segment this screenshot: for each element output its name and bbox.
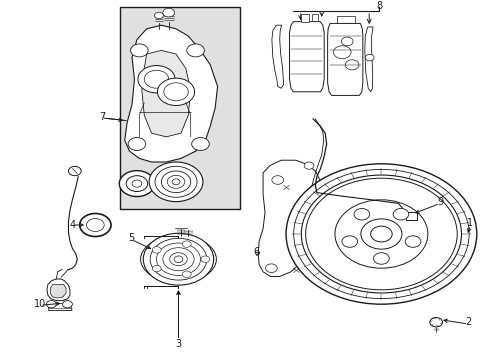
Circle shape xyxy=(62,301,72,308)
Text: 5: 5 xyxy=(128,233,134,243)
Bar xyxy=(405,212,416,220)
Circle shape xyxy=(271,176,283,184)
Polygon shape xyxy=(327,23,362,95)
Circle shape xyxy=(365,54,373,61)
Ellipse shape xyxy=(141,236,216,283)
Circle shape xyxy=(68,166,81,176)
Circle shape xyxy=(392,208,408,220)
Bar xyxy=(311,14,317,21)
Text: 8: 8 xyxy=(375,1,381,12)
Circle shape xyxy=(301,175,461,293)
Circle shape xyxy=(360,219,401,249)
Circle shape xyxy=(345,60,358,70)
Circle shape xyxy=(143,233,213,285)
Polygon shape xyxy=(289,22,324,92)
Circle shape xyxy=(182,241,191,247)
Text: 7: 7 xyxy=(100,112,105,122)
Circle shape xyxy=(333,46,350,59)
Circle shape xyxy=(163,248,194,271)
Circle shape xyxy=(305,178,456,290)
Circle shape xyxy=(289,167,472,301)
Circle shape xyxy=(341,37,352,46)
Circle shape xyxy=(334,200,427,268)
Circle shape xyxy=(429,318,442,327)
Circle shape xyxy=(152,247,161,253)
Circle shape xyxy=(167,175,184,188)
Circle shape xyxy=(169,253,187,266)
Circle shape xyxy=(174,256,183,262)
Circle shape xyxy=(126,176,147,192)
Text: 10: 10 xyxy=(34,299,46,309)
Circle shape xyxy=(341,236,357,247)
Circle shape xyxy=(191,138,209,150)
Circle shape xyxy=(144,70,168,88)
Circle shape xyxy=(154,12,163,19)
Circle shape xyxy=(163,83,188,101)
Text: 1: 1 xyxy=(467,218,472,228)
Circle shape xyxy=(46,301,56,308)
Circle shape xyxy=(150,238,206,280)
Circle shape xyxy=(86,219,104,231)
Circle shape xyxy=(172,179,180,185)
Circle shape xyxy=(132,180,142,187)
Circle shape xyxy=(119,171,154,197)
Circle shape xyxy=(157,78,194,105)
Circle shape xyxy=(201,256,209,262)
Circle shape xyxy=(149,162,203,202)
Polygon shape xyxy=(271,25,283,88)
Circle shape xyxy=(130,44,148,57)
Polygon shape xyxy=(124,25,217,162)
Circle shape xyxy=(304,162,313,169)
Circle shape xyxy=(128,138,145,150)
Bar xyxy=(301,14,308,22)
Text: 6: 6 xyxy=(253,247,259,257)
Circle shape xyxy=(405,236,420,247)
Polygon shape xyxy=(364,27,372,92)
Circle shape xyxy=(80,213,111,237)
Circle shape xyxy=(186,44,204,57)
Circle shape xyxy=(370,226,391,242)
Circle shape xyxy=(155,166,197,197)
Text: 3: 3 xyxy=(175,339,181,349)
Circle shape xyxy=(138,66,175,93)
Polygon shape xyxy=(258,160,323,276)
Circle shape xyxy=(265,264,277,273)
Circle shape xyxy=(182,271,191,278)
Text: 9: 9 xyxy=(436,197,442,207)
Circle shape xyxy=(285,164,476,304)
Circle shape xyxy=(293,170,468,298)
Polygon shape xyxy=(142,50,190,137)
Bar xyxy=(48,303,71,310)
Circle shape xyxy=(156,243,200,275)
Circle shape xyxy=(373,253,388,264)
Text: 2: 2 xyxy=(465,317,470,327)
Polygon shape xyxy=(47,279,70,301)
Text: 4: 4 xyxy=(69,220,75,230)
Circle shape xyxy=(163,8,174,17)
Circle shape xyxy=(152,265,161,272)
Bar xyxy=(120,7,239,209)
Circle shape xyxy=(161,171,190,193)
Circle shape xyxy=(353,208,369,220)
Polygon shape xyxy=(50,284,66,298)
